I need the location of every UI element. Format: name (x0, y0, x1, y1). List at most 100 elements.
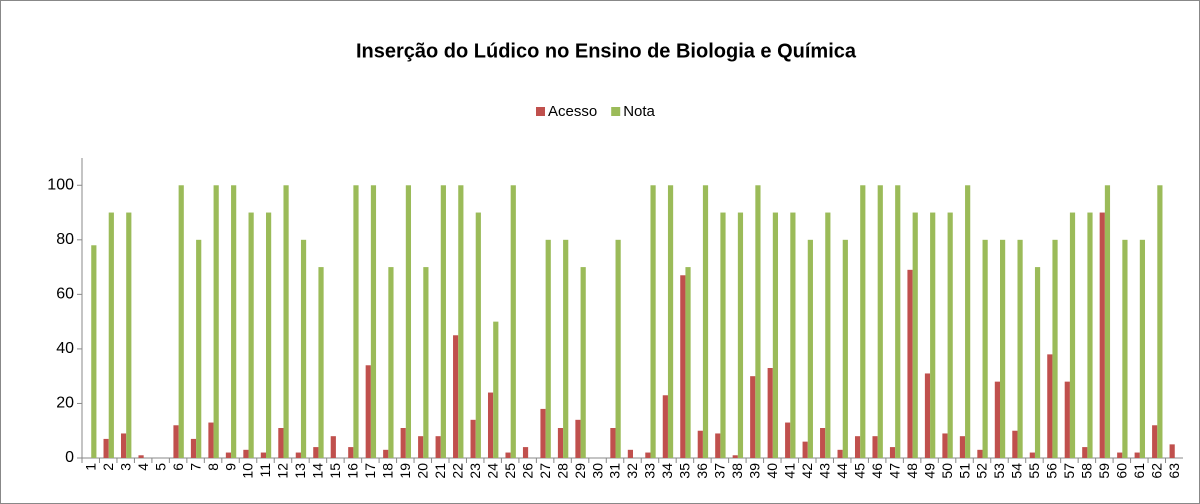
bar (680, 275, 686, 458)
x-tick-label: 40 (764, 463, 780, 479)
y-tick-label: 40 (56, 340, 74, 357)
x-tick-label: 58 (1079, 463, 1095, 479)
x-tick-label: 33 (642, 463, 658, 479)
x-tick-label: 59 (1096, 463, 1112, 479)
bar (196, 239, 202, 458)
bar (854, 436, 861, 458)
x-tick-label: 11 (257, 463, 273, 478)
bar (313, 447, 319, 458)
x-tick-label: 52 (974, 463, 990, 479)
bar (266, 212, 272, 458)
bar (173, 425, 179, 458)
bar (1012, 430, 1018, 458)
bar (872, 436, 878, 458)
x-tick-label: 6 (170, 463, 186, 471)
x-tick-label: 47 (886, 463, 902, 479)
x-tick-label: 7 (187, 463, 203, 471)
x-tick-label: 1 (82, 463, 98, 471)
bar (522, 447, 529, 458)
bar (889, 447, 896, 458)
x-tick-label: 4 (135, 463, 151, 471)
bar (1104, 185, 1111, 459)
bar (405, 185, 412, 459)
x-tick-label: 29 (572, 463, 588, 479)
bar (400, 428, 406, 458)
x-tick-label: 46 (869, 463, 885, 479)
y-tick-label: 20 (56, 395, 74, 412)
x-tick-label: 21 (432, 463, 448, 479)
bar (994, 381, 1000, 458)
x-tick-label: 22 (449, 463, 465, 479)
bar (243, 449, 249, 458)
bar (662, 395, 668, 458)
x-tick-label: 8 (205, 463, 221, 471)
bar (348, 447, 354, 458)
bar (650, 185, 656, 459)
bar (1099, 212, 1105, 458)
bar (208, 422, 214, 458)
bar (755, 185, 761, 459)
bar (877, 185, 883, 459)
x-tick-label: 27 (537, 463, 553, 479)
x-tick-label: 39 (747, 463, 763, 479)
x-tick-label: 3 (117, 463, 133, 471)
bar (912, 212, 918, 458)
x-tick-label: 24 (484, 463, 500, 479)
x-tick-label: 45 (851, 463, 867, 479)
x-tick-label: 9 (222, 463, 238, 471)
bar (383, 449, 389, 458)
x-tick-label: 42 (799, 463, 815, 479)
bar (260, 452, 266, 458)
legend-label: Nota (623, 103, 655, 120)
bar (732, 455, 738, 458)
x-tick-label: 37 (712, 463, 728, 479)
x-tick-label: 61 (1131, 463, 1147, 479)
x-tick-label: 41 (781, 463, 797, 479)
bar (615, 239, 621, 458)
bar (1034, 267, 1041, 458)
bar (487, 392, 494, 458)
x-tick-label: 63 (1166, 463, 1182, 479)
x-tick-label: 16 (345, 463, 361, 479)
bar (575, 419, 581, 458)
bar (1029, 452, 1035, 458)
chart-title: Inserção do Lúdico no Ensino de Biologia… (356, 40, 857, 62)
bar (1157, 185, 1163, 459)
y-tick-label: 80 (56, 231, 74, 248)
x-tick-label: 62 (1148, 463, 1164, 479)
x-tick-label: 34 (659, 463, 675, 479)
bar (750, 376, 756, 458)
x-tick-label: 48 (904, 463, 920, 479)
bar (907, 269, 913, 458)
bar (1087, 212, 1093, 458)
bar (248, 212, 254, 458)
x-tick-label: 38 (729, 463, 745, 479)
bar (510, 185, 516, 459)
x-tick-label: 15 (327, 463, 343, 479)
bar (702, 185, 709, 459)
bar (190, 438, 197, 458)
bar (842, 239, 848, 458)
x-tick-label: 14 (310, 463, 326, 479)
bar (563, 239, 569, 458)
x-tick-label: 54 (1009, 463, 1025, 479)
bar (557, 428, 564, 458)
bar (802, 441, 808, 458)
x-tick-label: 43 (816, 463, 832, 479)
x-tick-label: 19 (397, 463, 413, 479)
x-tick-label: 36 (694, 463, 710, 479)
bar (126, 212, 132, 458)
bar (767, 368, 773, 458)
bar (103, 438, 109, 458)
bar (627, 449, 633, 458)
x-tick-label: 35 (677, 463, 693, 479)
x-tick-label: 28 (554, 463, 570, 479)
bar (737, 212, 744, 458)
bar (1052, 239, 1058, 458)
x-tick-label: 30 (589, 463, 605, 479)
y-tick-label: 100 (47, 176, 74, 193)
bar (947, 212, 953, 458)
bar (545, 239, 551, 458)
bar (1117, 452, 1123, 458)
